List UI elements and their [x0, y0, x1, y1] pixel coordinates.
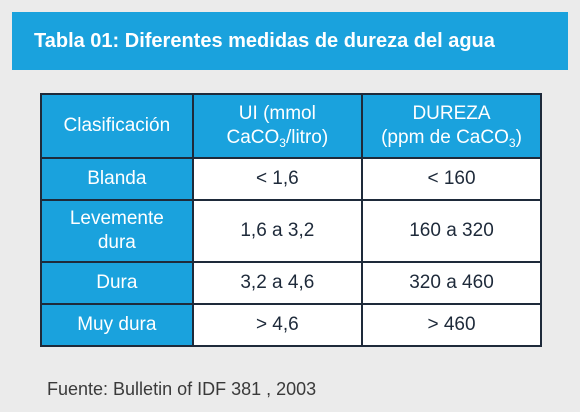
header-dureza-subscript: 3	[508, 136, 516, 150]
cell-dureza: 320 a 460	[361, 261, 542, 305]
cell-ui: > 4,6	[191, 303, 364, 347]
header-dureza-line1: DUREZA	[412, 103, 491, 124]
header-classification-label: Clasificación	[63, 115, 171, 136]
header-ui-line2-pre: CaCO	[226, 127, 280, 148]
header-dureza-line2-post: )	[515, 127, 522, 148]
table-row: Dura 3,2 a 4,6 320 a 460	[40, 261, 542, 305]
cell-ui: < 1,6	[191, 157, 364, 201]
cell-classification: Dura	[40, 261, 194, 305]
cell-dureza: 160 a 320	[361, 199, 542, 263]
cell-ui: 3,2 a 4,6	[191, 261, 364, 305]
cell-classification: Levemente dura	[40, 199, 194, 263]
header-ui: UI (mmol CaCO3/litro)	[191, 93, 364, 159]
cell-classification-label: Levemente dura	[69, 208, 164, 253]
header-classification: Clasificación	[40, 93, 194, 159]
cell-classification: Muy dura	[40, 303, 194, 347]
table-title: Tabla 01: Diferentes medidas de dureza d…	[12, 12, 568, 70]
cell-classification: Blanda	[40, 157, 194, 201]
header-ui-line2-post: /litro)	[285, 127, 329, 148]
cell-dureza: > 460	[361, 303, 542, 347]
table-row: Muy dura > 4,6 > 460	[40, 303, 542, 347]
hardness-table: Clasificación UI (mmol CaCO3/litro) DURE…	[40, 93, 542, 347]
header-ui-subscript: 3	[279, 136, 286, 150]
table-row: Blanda < 1,6 < 160	[40, 157, 542, 201]
header-ui-line1: UI (mmol	[238, 103, 316, 124]
cell-ui: 1,6 a 3,2	[191, 199, 364, 263]
header-dureza: DUREZA (ppm de CaCO3)	[361, 93, 542, 159]
table-header-row: Clasificación UI (mmol CaCO3/litro) DURE…	[40, 93, 542, 159]
source-note: Fuente: Bulletin of IDF 381 , 2003	[47, 379, 317, 399]
header-dureza-line2-pre: (ppm de CaCO	[381, 127, 509, 148]
table-row: Levemente dura 1,6 a 3,2 160 a 320	[40, 199, 542, 263]
cell-dureza: < 160	[361, 157, 542, 201]
